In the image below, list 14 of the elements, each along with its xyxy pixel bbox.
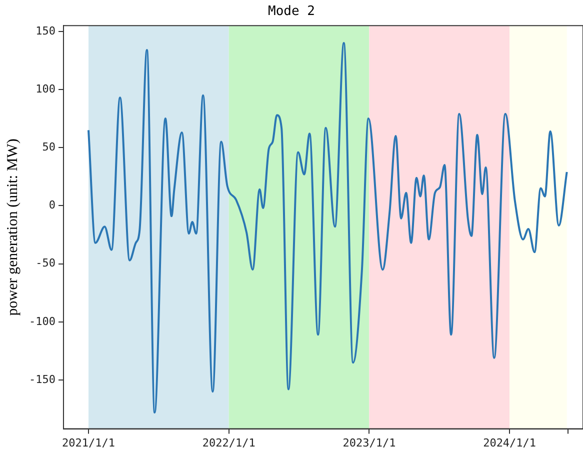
y-axis-title: power generation (unit: MW) bbox=[4, 138, 21, 316]
y-tick-label: -100 bbox=[28, 314, 56, 328]
line-series bbox=[87, 42, 568, 414]
y-tick-label: -50 bbox=[36, 256, 56, 270]
chart-title: Mode 2 bbox=[268, 4, 315, 20]
x-tick-label: 2021/1/1 bbox=[62, 436, 115, 450]
y-tick-label: 0 bbox=[48, 198, 56, 212]
y-tick-label: 50 bbox=[42, 140, 56, 154]
x-tick-label: 2024/1/1 bbox=[483, 436, 536, 450]
y-tick-label: -150 bbox=[28, 372, 56, 386]
y-tick-label: 150 bbox=[36, 24, 56, 38]
y-tick-label: 100 bbox=[36, 82, 56, 96]
x-tick-label: 2022/1/1 bbox=[202, 436, 256, 450]
x-tick-label: 2023/1/1 bbox=[342, 436, 396, 450]
